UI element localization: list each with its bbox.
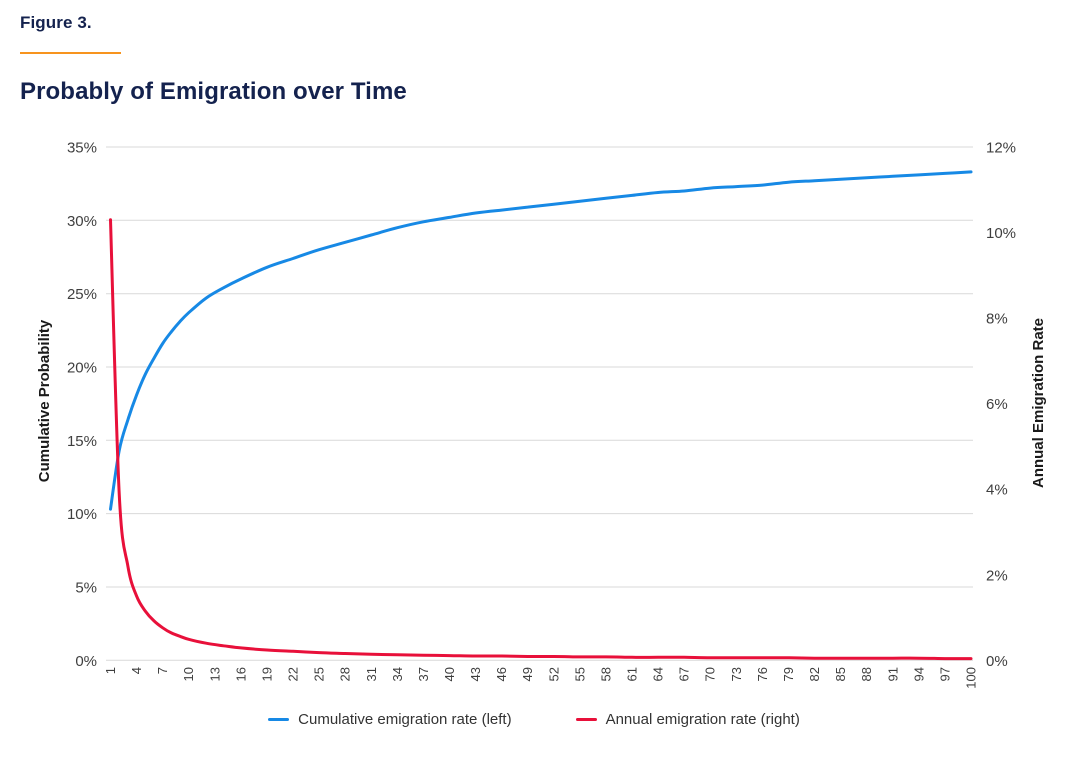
x-axis-tick-label: 52: [546, 667, 561, 681]
x-axis-tick-label: 1: [103, 667, 118, 674]
x-axis-tick-label: 97: [937, 667, 952, 681]
legend-item-cumulative: Cumulative emigration rate (left): [268, 711, 512, 728]
x-axis-tick-label: 43: [468, 667, 483, 681]
left-axis-tick-label: 0%: [75, 653, 97, 670]
series-lines: [109, 170, 973, 661]
x-axis-tick-label: 64: [651, 667, 666, 681]
x-axis-tick-label: 40: [442, 667, 457, 681]
x-axis-tick-label: 4: [129, 667, 144, 674]
gridlines: [106, 146, 973, 661]
x-axis-tick-label: 70: [703, 667, 718, 681]
x-axis-tick-label: 34: [390, 667, 405, 681]
legend-line-icon: [575, 718, 597, 721]
x-axis-tick-label: 49: [520, 667, 535, 681]
x-axis-tick-label: 88: [859, 667, 874, 681]
left-axis-tick-label: 30%: [67, 213, 97, 230]
figure-label: Figure 3.: [20, 13, 92, 32]
x-axis-tick-label: 25: [312, 667, 327, 681]
cumulative-emigration-line: [109, 170, 973, 511]
left-axis-tick-label: 35%: [67, 140, 97, 157]
x-axis-tick-label: 79: [781, 667, 796, 681]
right-axis-tick-label: 0%: [986, 653, 1008, 670]
legend-label-annual: Annual emigration rate (right): [605, 711, 800, 728]
right-axis-tick-label: 6%: [986, 396, 1008, 413]
right-axis-tick-label: 10%: [986, 225, 1016, 242]
page-title: Probably of Emigration over Time: [20, 78, 407, 105]
x-axis-tick-label: 16: [233, 667, 248, 681]
x-axis-tick-labels: 1 4 7 10 13 16 19 22 25 28 31 34 37 40 43 46 49 52 55 58 61 6…: [103, 667, 979, 689]
left-axis-tick-label: 20%: [67, 360, 97, 377]
right-axis-tick-labels: 12% 10% 8% 6% 4% 2% 0%: [986, 140, 1016, 670]
x-axis-tick-label: 94: [911, 667, 926, 681]
left-axis-tick-label: 15%: [67, 433, 97, 450]
legend-label-cumulative: Cumulative emigration rate (left): [298, 711, 512, 728]
x-axis-tick-label: 22: [286, 667, 301, 681]
legend: Cumulative emigration rate (left) Annual…: [0, 711, 1068, 728]
x-axis-tick-label: 7: [155, 667, 170, 674]
x-axis-tick-label: 76: [755, 667, 770, 681]
x-axis-tick-label: 100: [964, 667, 979, 689]
x-axis-tick-label: 19: [260, 667, 275, 681]
x-axis-tick-label: 58: [598, 667, 613, 681]
x-axis-tick-label: 61: [625, 667, 640, 681]
x-axis-tick-label: 85: [833, 667, 848, 681]
legend-line-icon: [268, 718, 290, 721]
x-axis-tick-label: 91: [885, 667, 900, 681]
right-axis-tick-label: 8%: [986, 311, 1008, 328]
x-axis-tick-label: 13: [207, 667, 222, 681]
x-axis-tick-label: 82: [807, 667, 822, 681]
right-axis-tick-label: 2%: [986, 567, 1008, 584]
left-axis-tick-labels: 35% 30% 25% 20% 15% 10% 5% 0%: [67, 140, 97, 670]
x-axis-tick-label: 46: [494, 667, 509, 681]
x-axis-tick-label: 73: [729, 667, 744, 681]
x-axis-tick-label: 31: [364, 667, 379, 681]
left-axis-title: Cumulative Probability: [36, 319, 53, 482]
x-axis-tick-label: 37: [416, 667, 431, 681]
x-axis-tick-label: 10: [181, 667, 196, 681]
accent-rule: [20, 52, 121, 54]
x-axis-tick-label: 55: [572, 667, 587, 681]
left-axis-tick-label: 5%: [75, 580, 97, 597]
legend-item-annual: Annual emigration rate (right): [575, 711, 800, 728]
right-axis-tick-label: 12%: [986, 140, 1016, 157]
left-axis-tick-label: 10%: [67, 506, 97, 523]
right-axis-title: Annual Emigration Rate: [1030, 318, 1047, 488]
x-axis-tick-label: 67: [677, 667, 692, 681]
right-axis-tick-label: 4%: [986, 482, 1008, 499]
annual-emigration-line: [109, 218, 973, 661]
x-axis-tick-label: 28: [338, 667, 353, 681]
left-axis-tick-label: 25%: [67, 286, 97, 303]
